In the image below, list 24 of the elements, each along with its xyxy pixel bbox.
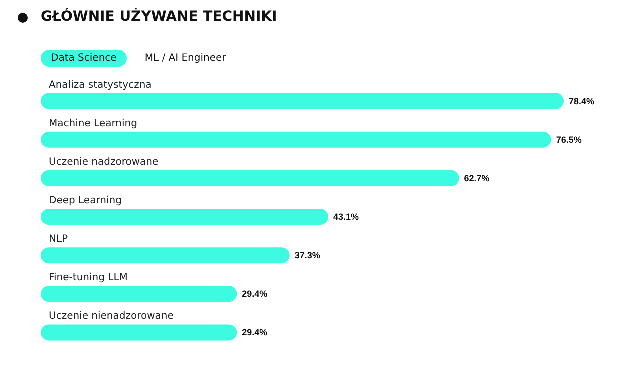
- data-label: 29.4%: [242, 328, 268, 338]
- y-tick-label: Uczenie nienadzorowane: [49, 311, 174, 322]
- bar: [41, 170, 460, 186]
- chart-title: GŁÓWNIE UŻYWANE TECHNIKI: [41, 9, 278, 25]
- bar: [41, 286, 238, 302]
- y-tick-label: NLP: [49, 234, 68, 246]
- bar: [41, 209, 329, 225]
- text: ML / AI Engineer: [144, 52, 228, 66]
- data-label: 78.4%: [569, 96, 595, 106]
- data-label: 76.5%: [556, 134, 582, 145]
- data-label: 43.1%: [334, 212, 360, 222]
- bar: [41, 93, 564, 110]
- data-label: 37.3%: [294, 250, 320, 261]
- bar: [41, 132, 552, 148]
- y-tick-label: Deep Learning: [49, 196, 122, 206]
- data-label: 62.7%: [464, 173, 490, 184]
- bar: [41, 248, 290, 264]
- y-tick-label: Analiza statystyczna: [49, 80, 152, 91]
- bar: [41, 324, 238, 341]
- y-tick-label: Fine-tuning LLM: [49, 272, 128, 284]
- data-label: 29.4%: [242, 289, 268, 300]
- text: Data Science: [41, 50, 127, 67]
- y-tick-label: Machine Learning: [49, 118, 138, 130]
- y-tick-label: Uczenie nadzorowane: [49, 156, 159, 168]
